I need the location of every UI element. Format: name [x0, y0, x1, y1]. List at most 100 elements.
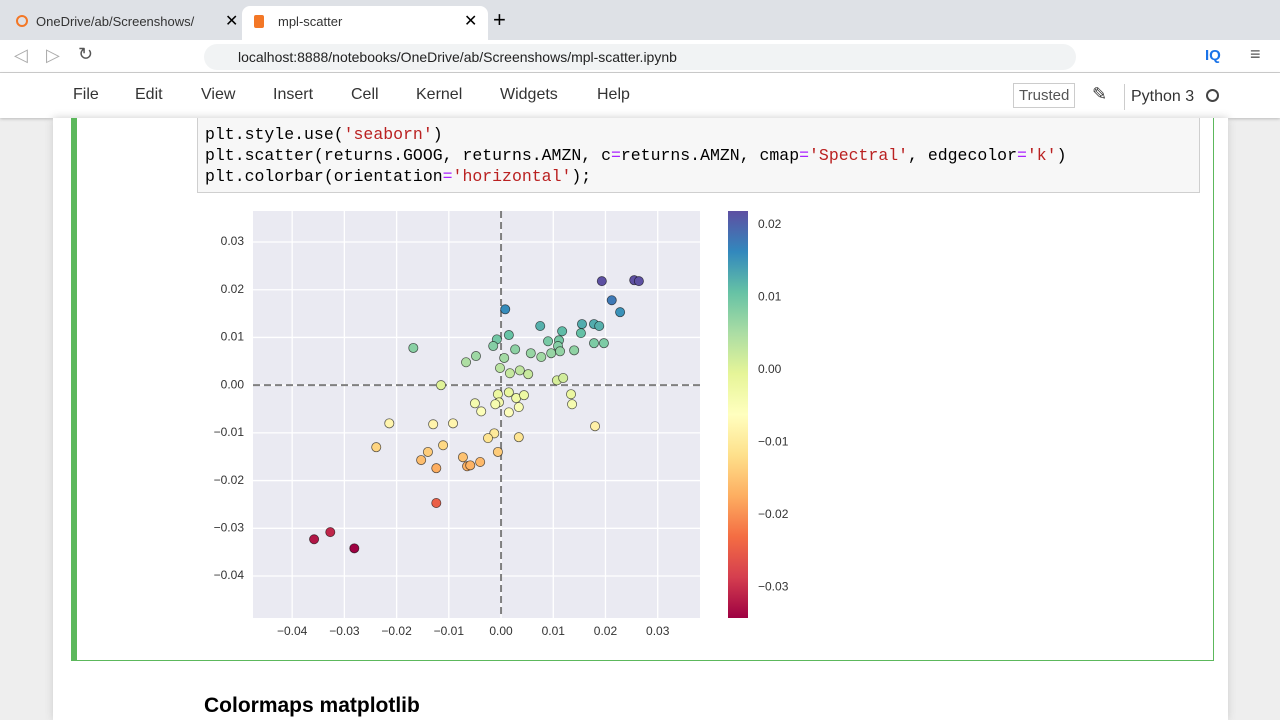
menu-button[interactable]: ≡	[1250, 44, 1261, 64]
point	[535, 320, 546, 331]
notebook-header	[0, 73, 1280, 118]
point	[503, 330, 514, 341]
close-tab[interactable]: ✕	[464, 13, 478, 30]
forward[interactable]: ▷	[46, 45, 60, 65]
url-bar[interactable]: localhost:8888/notebooks/OneDrive/ab/Scr…	[204, 44, 1076, 70]
point	[514, 365, 525, 376]
point	[598, 338, 609, 349]
colorbar-tick-label: −0.02	[758, 507, 789, 521]
close-tab[interactable]: ✕	[225, 13, 239, 30]
colorbar-tick-label: −0.01	[758, 435, 789, 449]
x-tick-label: 0.00	[489, 624, 513, 638]
code-token: 'Spectral'	[809, 146, 909, 165]
plot-area	[253, 211, 700, 618]
code-token: plt.scatter(returns.GOOG, returns.AMZN, …	[205, 146, 611, 165]
point	[536, 352, 547, 363]
code-token: =	[610, 146, 621, 165]
point	[510, 344, 521, 355]
point	[606, 295, 617, 306]
point	[503, 387, 514, 398]
menu-item[interactable]: Widgets	[500, 86, 558, 103]
point	[558, 372, 569, 383]
heading: Colormaps matplotlib	[204, 694, 420, 717]
code-token: =	[1016, 146, 1027, 165]
colorbar	[728, 211, 748, 618]
point	[422, 446, 433, 457]
kernel-status	[1206, 89, 1219, 102]
point	[499, 352, 510, 363]
x-tick-label: −0.02	[381, 624, 412, 638]
tab-icon	[16, 15, 28, 27]
code-token: plt.style.use(	[205, 125, 344, 144]
x-tick-label: −0.01	[434, 624, 465, 638]
point	[513, 432, 524, 443]
point	[575, 328, 586, 339]
point	[325, 527, 336, 538]
menu-item[interactable]: View	[201, 86, 236, 103]
point	[428, 419, 439, 430]
tab[interactable]: mpl-scatter	[242, 6, 488, 40]
point	[492, 446, 503, 457]
y-tick-label: −0.03	[214, 520, 245, 534]
point	[448, 418, 459, 429]
point	[371, 442, 382, 453]
code-token: )	[432, 125, 443, 144]
y-tick-label: −0.01	[214, 425, 245, 439]
tab-icon	[254, 15, 264, 28]
point	[567, 399, 578, 410]
tab-bar: OneDrive/ab/Screenshows/ mpl-scatter ✕ ✕…	[0, 0, 1280, 40]
point	[438, 440, 449, 451]
x-tick-label: −0.04	[277, 624, 308, 638]
point	[469, 398, 480, 409]
menu-item[interactable]: Insert	[273, 86, 314, 103]
point	[546, 348, 557, 359]
cell[interactable]	[71, 118, 1214, 661]
point	[576, 319, 587, 330]
menu-item[interactable]: Cell	[351, 86, 379, 103]
point	[349, 543, 360, 554]
point	[416, 455, 427, 466]
menu-item[interactable]: Kernel	[416, 86, 463, 103]
colorbar-tick-label: 0.00	[758, 362, 782, 376]
point	[566, 389, 577, 400]
colorbar-tick-label: 0.02	[758, 217, 782, 231]
code-line: plt.colorbar(orientation='horizontal');	[205, 167, 591, 186]
point	[513, 402, 524, 413]
code-token: plt.colorbar(orientation	[205, 167, 443, 186]
menu-item[interactable]: File	[73, 86, 99, 103]
point	[490, 399, 501, 410]
point	[633, 276, 644, 287]
trusted[interactable]: Trusted	[1013, 83, 1076, 108]
point	[475, 456, 486, 467]
point	[494, 362, 505, 373]
point	[569, 345, 580, 356]
point	[588, 338, 599, 349]
edit-icon[interactable]: ✎	[1092, 84, 1108, 104]
point	[500, 304, 511, 315]
point	[476, 406, 487, 417]
point	[435, 380, 446, 391]
point	[543, 336, 554, 347]
extension[interactable]: IQ	[1205, 47, 1221, 64]
point	[557, 326, 568, 337]
point	[519, 390, 530, 401]
code-token: 'seaborn'	[343, 125, 433, 144]
menu-item[interactable]: Help	[597, 86, 630, 103]
x-tick-label: 0.01	[542, 624, 566, 638]
point	[431, 498, 442, 509]
back[interactable]: ◁	[14, 45, 28, 65]
point	[482, 433, 493, 444]
menu-item[interactable]: Edit	[135, 86, 163, 103]
colorbar-tick-label: 0.01	[758, 290, 782, 304]
x-tick-label: 0.02	[594, 624, 618, 638]
reload[interactable]: ↻	[78, 44, 94, 64]
y-tick-label: 0.00	[221, 377, 245, 391]
tab[interactable]: OneDrive/ab/Screenshows/	[36, 14, 195, 29]
new-tab[interactable]: +	[493, 7, 506, 32]
code-token: returns.AMZN, cmap	[620, 146, 800, 165]
point	[384, 418, 395, 429]
code-input[interactable]	[197, 118, 1200, 193]
code-line: plt.style.use('seaborn')	[205, 125, 443, 144]
